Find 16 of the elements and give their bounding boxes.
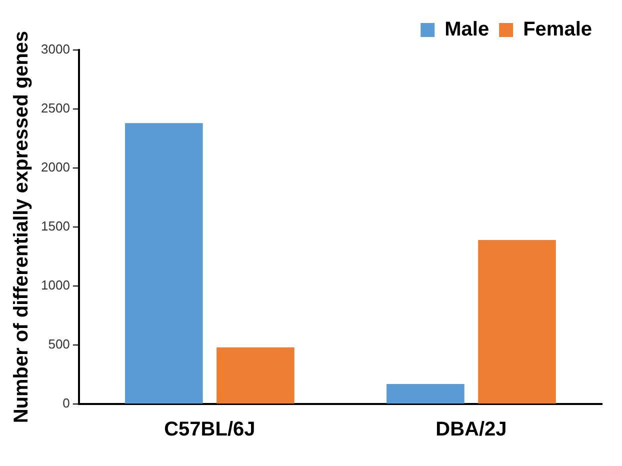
y-tick-label: 3000 <box>41 42 70 57</box>
bar <box>478 240 556 404</box>
y-axis-title: Number of differentially expressed genes <box>10 30 33 424</box>
y-tick-label: 0 <box>62 396 70 411</box>
x-tick-label: C57BL/6J <box>164 418 256 441</box>
bar <box>125 123 203 404</box>
legend-label: Female <box>523 18 592 41</box>
y-tick-label: 2500 <box>41 100 70 116</box>
legend-label: Male <box>444 18 490 41</box>
y-tick-label: 500 <box>48 336 70 352</box>
y-tick-label: 2000 <box>41 160 70 175</box>
bar <box>216 347 294 404</box>
y-tick-label: 1000 <box>41 278 70 293</box>
x-tick-label: DBA/2J <box>436 418 507 441</box>
bar <box>386 384 464 404</box>
y-tick-label: 1500 <box>41 218 70 234</box>
